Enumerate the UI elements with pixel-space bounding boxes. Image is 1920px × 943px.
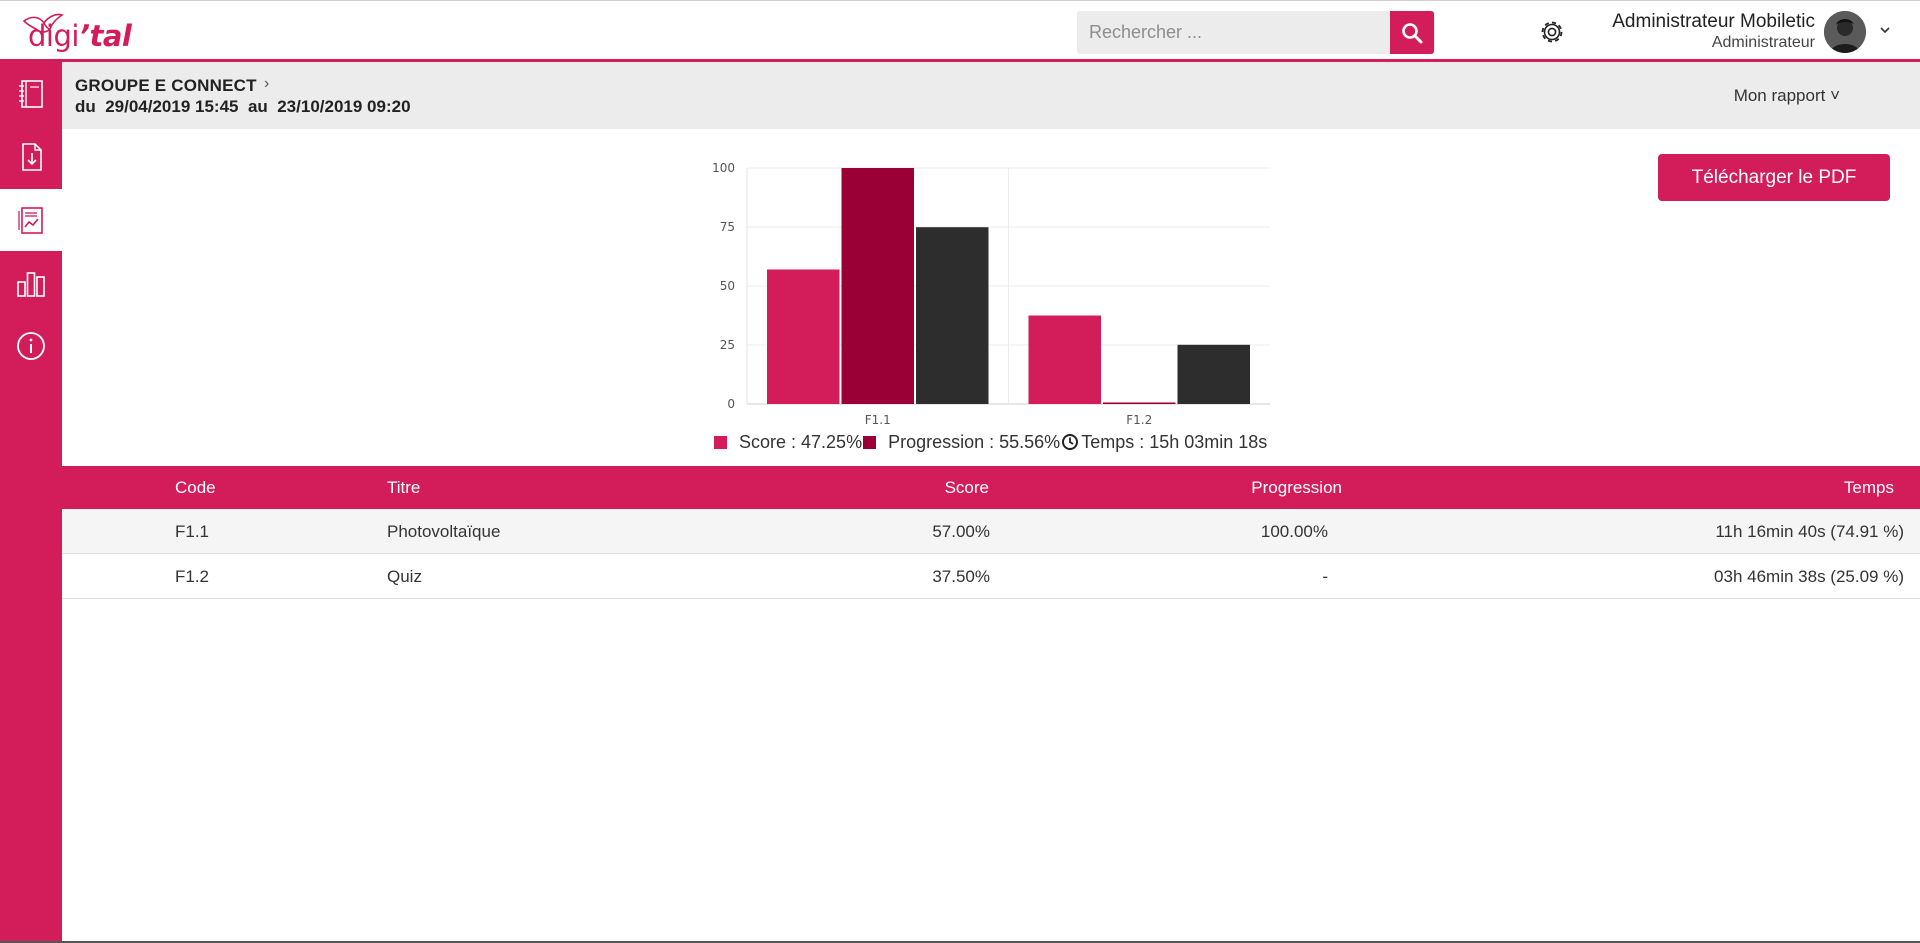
info-icon <box>17 332 45 360</box>
score-chart: 0 25 50 75 100 F1.1 F1.2 <box>712 161 1270 427</box>
table-header: Code Titre Score Progression Temps <box>62 466 1920 509</box>
y-tick-label: 50 <box>720 279 735 293</box>
column-header-progression[interactable]: Progression <box>1251 478 1342 497</box>
cell-code: F1.2 <box>175 567 210 586</box>
group-title[interactable]: GROUPE E CONNECT <box>75 76 257 95</box>
logo-text: digi’tal <box>28 19 132 53</box>
breadcrumb-chevron-icon[interactable]: › <box>264 75 270 92</box>
table-row[interactable]: F1.1 Photovoltaïque 57.00% 100.00% 11h 1… <box>62 509 1920 554</box>
bar-chart-icon <box>17 272 45 297</box>
column-header-score[interactable]: Score <box>944 478 989 497</box>
avatar[interactable] <box>1824 11 1866 53</box>
legend-progression: Progression : 55.56% <box>862 432 1060 453</box>
bar-progression-F1.2 <box>1103 402 1176 404</box>
report-header: GROUPE E CONNECT › du 29/04/2019 15:45 a… <box>62 62 1920 129</box>
x-tick-label: F1.1 <box>865 413 891 427</box>
x-tick-label: F1.2 <box>1126 413 1152 427</box>
legend-swatch-score <box>714 435 727 449</box>
search-button[interactable] <box>1390 11 1434 54</box>
bar-score-F1.1 <box>767 269 840 404</box>
column-header-time[interactable]: Temps <box>1843 478 1894 497</box>
cell-time: 11h 16min 40s (74.91 %) <box>1715 522 1904 541</box>
report-chart-icon <box>18 207 43 234</box>
user-photo-icon <box>1824 11 1866 53</box>
search-input[interactable] <box>1077 11 1390 54</box>
bar-progression-F1.1 <box>841 168 914 404</box>
y-tick-label: 100 <box>712 161 735 175</box>
column-header-code[interactable]: Code <box>175 478 216 497</box>
bottom-divider <box>0 941 1920 943</box>
user-name[interactable]: Administrateur Mobiletic <box>1612 11 1815 32</box>
hummingbird-logo-icon <box>22 13 64 33</box>
cell-score: 57.00% <box>932 522 990 541</box>
table-row[interactable]: F1.2 Quiz 37.50% - 03h 46min 38s (25.09 … <box>62 554 1920 599</box>
cell-score: 37.50% <box>932 567 990 586</box>
report-menu-dropdown[interactable]: Mon rapport ˅ <box>1733 86 1840 105</box>
user-role: Administrateur <box>1711 34 1815 51</box>
cell-progression: 100.00% <box>1260 522 1328 541</box>
top-bar: digi’tal Administrateur Mobiletic Admini… <box>0 0 1920 62</box>
download-pdf-button[interactable]: Télécharger le PDF <box>1658 154 1890 201</box>
clock-icon <box>1062 434 1079 450</box>
y-tick-label: 25 <box>720 338 735 352</box>
cell-progression: - <box>1322 567 1328 586</box>
y-tick-label: 75 <box>720 220 735 234</box>
settings-gear-icon[interactable] <box>1536 16 1568 48</box>
chevron-down-icon[interactable] <box>1878 23 1892 37</box>
cell-time: 03h 46min 38s (25.09 %) <box>1714 567 1904 586</box>
cell-code: F1.1 <box>175 522 210 541</box>
search-icon <box>1402 22 1423 43</box>
logo[interactable]: digi’tal <box>0 1 140 59</box>
sidebar-item-report[interactable] <box>0 189 62 251</box>
bar-temps-F1.2 <box>1177 344 1250 404</box>
sidebar-item-info[interactable] <box>0 315 62 377</box>
notebook-icon <box>19 80 43 108</box>
legend-swatch-progression <box>863 435 877 449</box>
column-header-title[interactable]: Titre <box>387 478 421 497</box>
search-box <box>1077 11 1435 54</box>
sidebar-item-notebook[interactable] <box>0 63 62 125</box>
sidebar <box>0 62 62 943</box>
bar-temps-F1.1 <box>916 227 989 404</box>
y-tick-label: 0 <box>727 397 735 411</box>
chart-legend: Score : 47.25% Progression : 55.56% Temp… <box>714 430 1267 454</box>
legend-time: Temps : 15h 03min 18s <box>1060 432 1267 453</box>
cell-title: Photovoltaïque <box>387 522 501 541</box>
bar-score-F1.2 <box>1028 315 1101 404</box>
sidebar-item-download[interactable] <box>0 126 62 188</box>
file-download-icon <box>22 143 42 171</box>
legend-score: Score : 47.25% <box>714 432 862 453</box>
sidebar-item-statistics[interactable] <box>0 252 62 314</box>
date-range: du 29/04/2019 15:45 au 23/10/2019 09:20 <box>75 97 411 116</box>
cell-title: Quiz <box>387 567 422 586</box>
